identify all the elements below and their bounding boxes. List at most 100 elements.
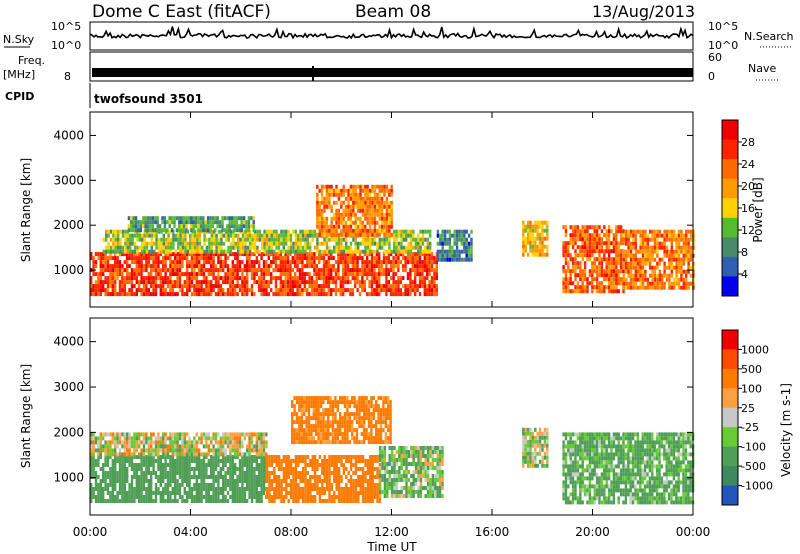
heatmap-cell [409, 256, 412, 261]
heatmap-cell [622, 273, 625, 278]
heatmap-cell [121, 276, 124, 281]
heatmap-cell [128, 444, 131, 449]
heatmap-cell [99, 495, 102, 499]
heatmap-cell [289, 288, 292, 293]
heatmap-cell [619, 281, 623, 286]
heatmap-cell [354, 241, 357, 246]
heatmap-cell [214, 432, 218, 437]
heatmap-cell [658, 285, 661, 290]
heatmap-cell [226, 256, 230, 261]
heatmap-cell [340, 479, 343, 483]
heatmap-cell [310, 292, 314, 297]
heatmap-cell [162, 249, 165, 254]
heatmap-cell [157, 264, 160, 269]
heatmap-cell [409, 241, 413, 246]
heatmap-cell [429, 241, 432, 246]
heatmap-cell [154, 475, 158, 479]
heatmap-cell [210, 280, 213, 285]
heatmap-cell [121, 432, 124, 437]
heatmap-cell [181, 459, 184, 463]
heatmap-cell [140, 252, 143, 257]
heatmap-cell [292, 483, 295, 487]
heatmap-cell [221, 220, 224, 225]
heatmap-cell [152, 448, 155, 453]
heatmap-cell [325, 196, 329, 201]
heatmap-cell [634, 257, 637, 262]
heatmap-cell [253, 444, 256, 449]
heatmap-cell [153, 233, 156, 238]
heatmap-cell [130, 436, 134, 441]
heatmap-cell [210, 233, 213, 238]
heatmap-cell [262, 475, 266, 479]
heatmap-cell [304, 455, 307, 459]
heatmap-cell [178, 288, 182, 293]
heatmap-cell [574, 261, 577, 266]
heatmap-cell [90, 436, 93, 441]
heatmap-cell [155, 245, 158, 250]
heatmap-cell [162, 487, 165, 491]
heatmap-cell [207, 256, 210, 261]
heatmap-cell [433, 280, 436, 285]
heatmap-cell [328, 467, 331, 471]
heatmap-cell [680, 249, 683, 254]
heatmap-cell [301, 272, 304, 277]
heatmap-cell [448, 233, 452, 238]
heatmap-cell [147, 491, 150, 495]
heatmap-cell [639, 245, 642, 250]
heatmap-cell [321, 241, 324, 246]
heatmap-cell [687, 285, 690, 290]
heatmap-cell [346, 252, 350, 257]
heatmap-cell [369, 249, 372, 254]
heatmap-cell [328, 204, 331, 209]
heatmap-cell [297, 455, 300, 459]
heatmap-cell [373, 188, 377, 193]
heatmap-cell [121, 252, 124, 257]
heatmap-cell [356, 288, 359, 293]
heatmap-cell [178, 471, 182, 475]
heatmap-cell [183, 444, 186, 449]
heatmap-cell [349, 196, 353, 201]
heatmap-cell [146, 216, 150, 221]
heatmap-cell [380, 212, 384, 217]
heatmap-cell [610, 249, 613, 254]
heatmap-cell [316, 232, 319, 237]
heatmap-cell [99, 272, 102, 277]
heatmap-cell [106, 483, 110, 487]
heatmap-cell [361, 264, 364, 269]
heatmap-cell [291, 288, 294, 293]
heatmap-cell [366, 272, 369, 277]
heatmap-cell [224, 452, 227, 457]
heatmap-cell [322, 272, 326, 277]
heatmap-cell [106, 288, 110, 293]
heatmap-cell [673, 281, 676, 286]
heatmap-cell [143, 249, 146, 254]
heatmap-cell [219, 475, 222, 479]
heatmap-cell [94, 475, 98, 479]
heatmap-cell [337, 487, 341, 491]
heatmap-cell [154, 292, 158, 297]
heatmap-cell [174, 483, 177, 487]
heatmap-cell [169, 249, 173, 254]
heatmap-cell [106, 444, 110, 449]
heatmap-cell [148, 249, 151, 254]
heatmap-cell [328, 188, 331, 193]
heatmap-cell [229, 233, 233, 238]
heatmap-cell [169, 276, 172, 281]
heatmap-cell [282, 487, 286, 491]
heatmap-cell [212, 260, 215, 265]
heatmap-cell [416, 252, 419, 257]
heatmap-cell [200, 491, 203, 495]
heatmap-cell [227, 245, 230, 250]
heatmap-cell [205, 491, 208, 495]
heatmap-cell [308, 292, 311, 297]
heatmap-cell [114, 252, 117, 257]
heatmap-cell [311, 229, 314, 234]
heatmap-cell [133, 495, 136, 499]
heatmap-cell [166, 483, 170, 487]
heatmap-cell [380, 188, 384, 193]
heatmap-cell [169, 471, 172, 475]
heatmap-cell [315, 280, 318, 285]
heatmap-cell [656, 237, 659, 242]
heatmap-cell [234, 245, 237, 250]
heatmap-cell [378, 292, 381, 297]
